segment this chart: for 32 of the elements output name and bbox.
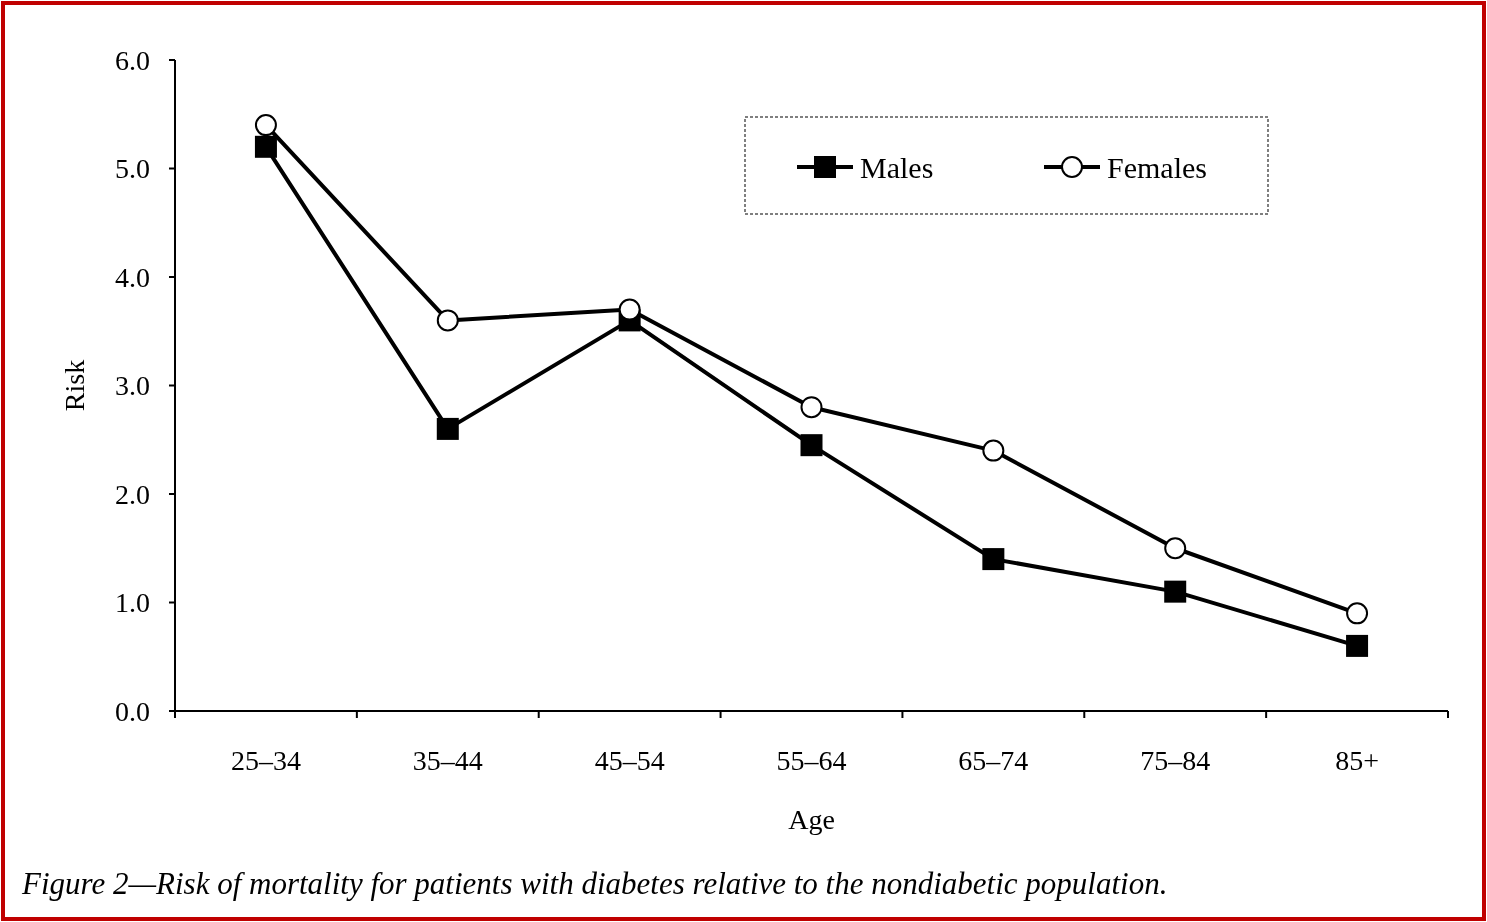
point bbox=[1164, 580, 1187, 603]
x-tick-label: 25–34 bbox=[230, 745, 301, 776]
y-tick-label: 4.0 bbox=[115, 261, 150, 293]
point bbox=[618, 298, 641, 321]
point bbox=[254, 114, 277, 137]
point bbox=[1164, 537, 1187, 560]
point bbox=[982, 439, 1005, 462]
y-tick-label: 2.0 bbox=[115, 478, 150, 510]
point bbox=[1346, 634, 1369, 657]
point bbox=[254, 135, 277, 158]
y-tick-label: 1.0 bbox=[115, 587, 150, 619]
y-tick-label: 3.0 bbox=[115, 370, 150, 402]
y-tick-label: 0.0 bbox=[115, 695, 150, 727]
point bbox=[1346, 602, 1369, 625]
x-tick-label: 85+ bbox=[1335, 745, 1379, 776]
legend-label: Females bbox=[1107, 150, 1207, 184]
x-tick-label: 55–64 bbox=[776, 745, 847, 776]
caption: Figure 2—Risk of mortality for patients with diabetes relative to the nondiabetic population. bbox=[21, 866, 1168, 901]
y-axis-title: Risk bbox=[59, 359, 90, 412]
x-tick-label: 65–74 bbox=[958, 745, 1029, 776]
legend-label: Males bbox=[860, 150, 934, 184]
x-axis-title: Age bbox=[788, 804, 835, 835]
x-tick-label: 45–54 bbox=[594, 745, 665, 776]
y-tick-label: 6.0 bbox=[115, 44, 150, 76]
point bbox=[436, 309, 459, 332]
point bbox=[436, 417, 459, 440]
point bbox=[800, 396, 823, 419]
point bbox=[982, 548, 1005, 571]
x-tick-label: 35–44 bbox=[412, 745, 483, 776]
point bbox=[800, 434, 823, 457]
x-tick-label: 75–84 bbox=[1140, 745, 1211, 776]
y-tick-label: 5.0 bbox=[115, 153, 150, 185]
